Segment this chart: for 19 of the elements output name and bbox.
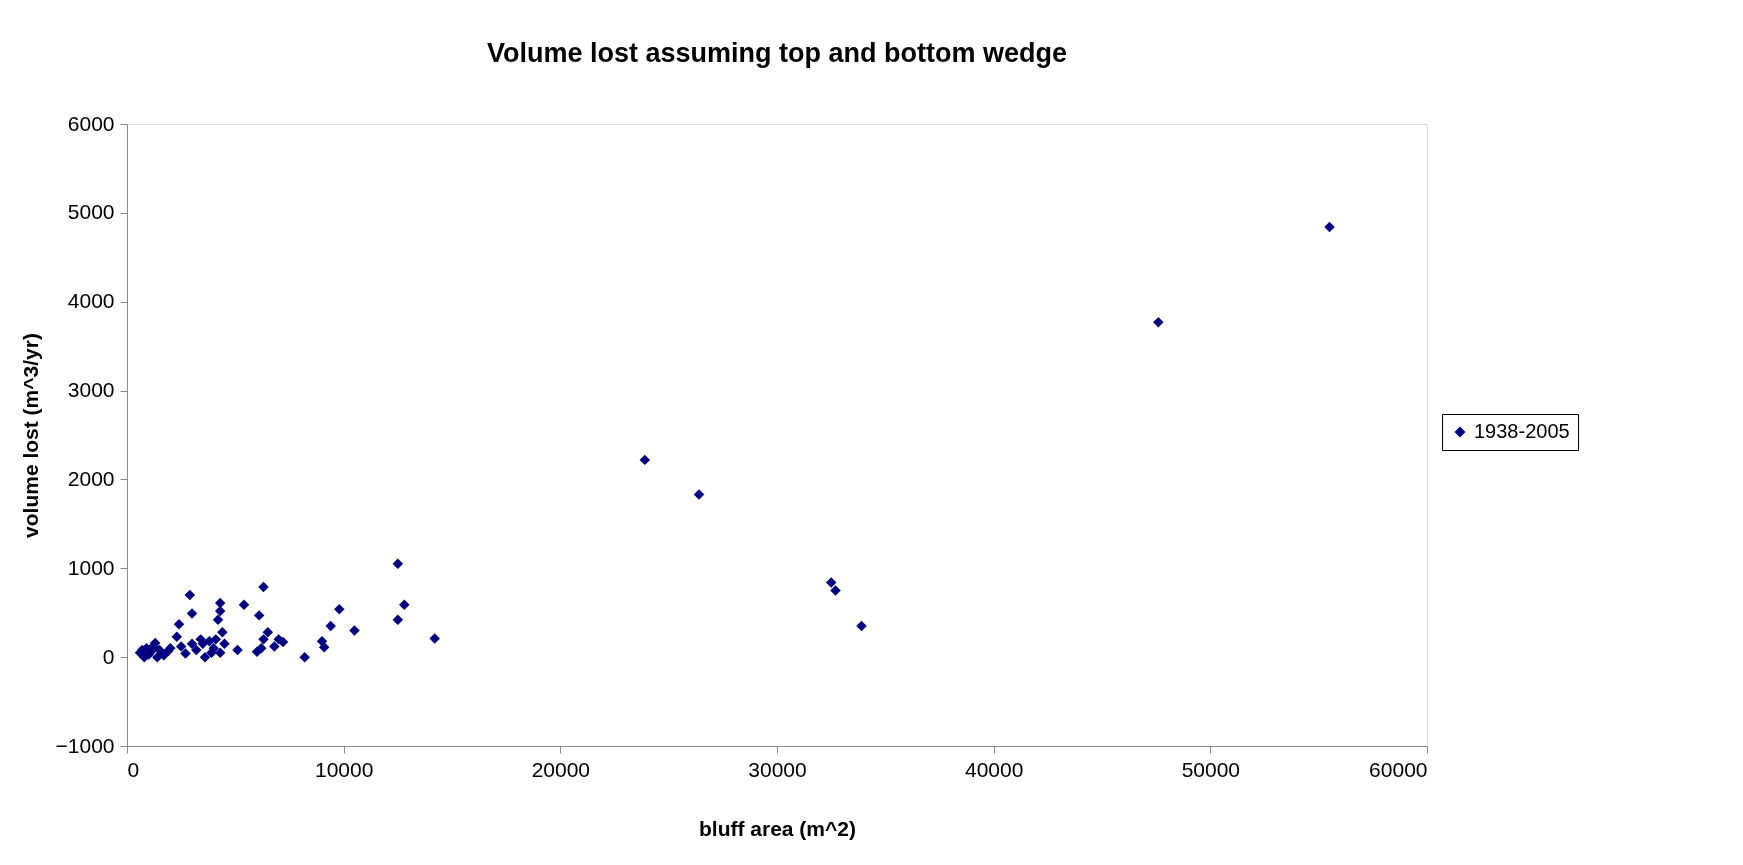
x-tick-label: 50000 [1181, 757, 1241, 781]
x-tick-label: 0 [127, 757, 140, 781]
y-axis-title: volume lost (m^3/yr) [18, 333, 42, 538]
x-tick-label: 40000 [964, 757, 1024, 781]
y-tick-label: 0 [102, 644, 115, 668]
x-tick-label: 20000 [531, 757, 591, 781]
y-tick-label: 1000 [67, 555, 115, 579]
y-tick-label: 6000 [67, 111, 115, 135]
legend-label: 1938-2005 [1474, 420, 1570, 442]
y-tick-label: −1000 [55, 733, 115, 757]
x-tick-label: 60000 [1369, 757, 1428, 781]
y-tick-label: 4000 [67, 289, 115, 313]
y-tick-label: 3000 [67, 378, 115, 402]
x-axis-title: bluff area (m^2) [699, 816, 856, 840]
chart-title: Volume lost assuming top and bottom wedge [486, 38, 1068, 68]
y-tick-label: 2000 [67, 466, 115, 490]
x-tick-label: 30000 [748, 757, 807, 781]
x-tick-label: 10000 [314, 757, 374, 781]
y-tick-label: 5000 [67, 200, 115, 224]
